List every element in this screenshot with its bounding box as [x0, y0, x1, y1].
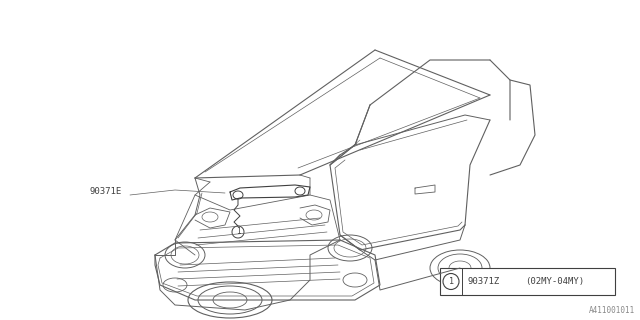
Text: (02MY-04MY): (02MY-04MY): [525, 277, 584, 286]
Text: 90371E: 90371E: [90, 188, 122, 196]
Text: 1: 1: [236, 228, 240, 236]
Text: A411001011: A411001011: [589, 306, 635, 315]
Text: 1: 1: [449, 277, 454, 286]
Text: 90371Z: 90371Z: [468, 277, 500, 286]
Bar: [440, 268, 615, 295]
